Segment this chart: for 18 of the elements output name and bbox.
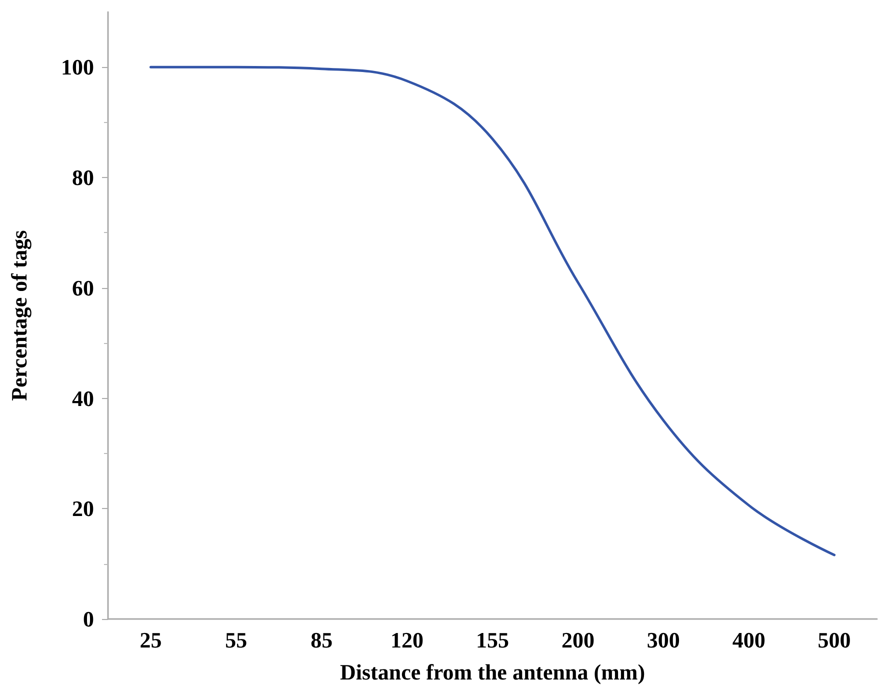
y-axis-title: Percentage of tags: [6, 230, 32, 401]
x-tick-label: 500: [818, 628, 851, 652]
x-tick-label: 400: [732, 628, 766, 652]
x-tick-label: 155: [476, 628, 509, 652]
y-tick-label: 80: [72, 165, 94, 190]
x-tick-label: 200: [561, 628, 594, 652]
y-tick-label: 40: [72, 386, 94, 411]
y-tick-label: 0: [83, 606, 94, 632]
x-tick-label: 25: [140, 628, 162, 652]
y-tick-label: 100: [61, 54, 94, 80]
x-tick-label: 55: [225, 628, 248, 652]
x-axis-title: Distance from the antenna (mm): [340, 660, 646, 684]
y-tick-label: 60: [72, 275, 94, 300]
x-tick-label: 85: [310, 628, 333, 652]
x-tick-label: 120: [390, 628, 424, 652]
line-series: [149, 66, 836, 556]
y-tick-label: 20: [72, 496, 94, 522]
x-tick-label: 300: [646, 628, 680, 652]
